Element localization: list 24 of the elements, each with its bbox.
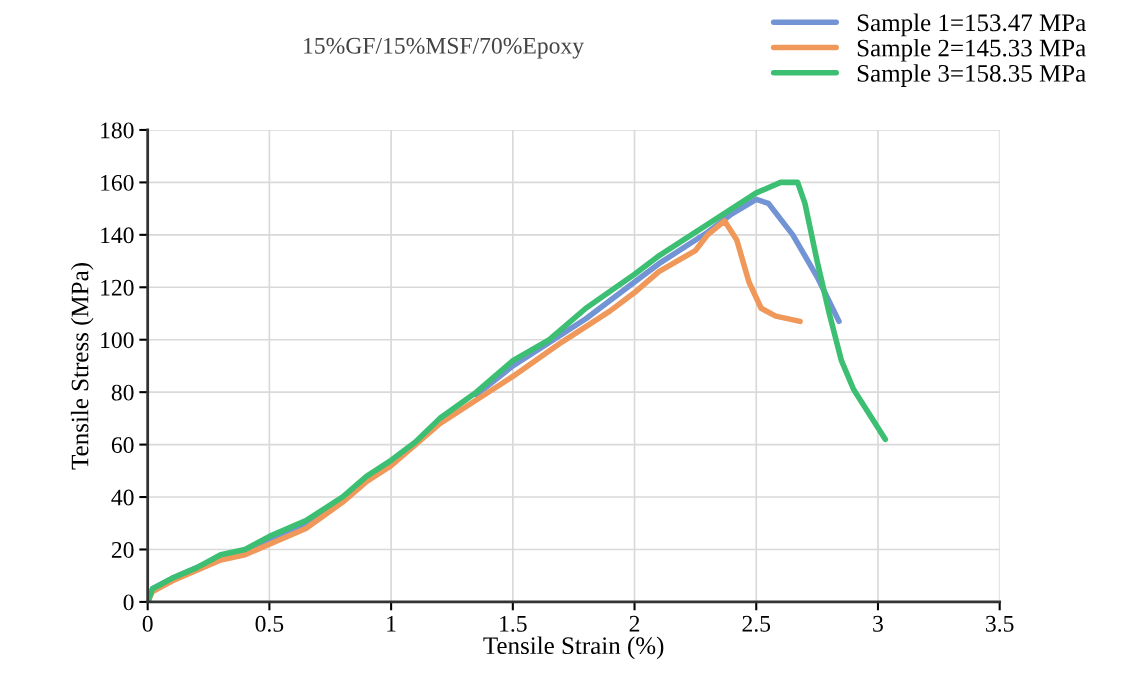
y-tick-label: 160 [101,174,134,191]
x-tick-label: 0 [142,615,153,632]
x-tick-label: 1 [387,615,396,632]
x-tick-label: 2 [629,615,640,632]
y-tick-label: 0 [123,594,134,611]
legend-label: Sample 2=145.33 MPa [857,38,1086,62]
x-tick-label: 3.5 [986,615,1014,632]
y-tick-label: 100 [101,332,134,349]
y-tick-label: 180 [101,122,134,139]
x-tick-label: 2.5 [742,615,771,632]
y-tick-label: 120 [101,279,134,296]
y-tick-label: 40 [111,489,134,506]
legend-label: Sample 3=158.35 MPa [857,64,1086,87]
y-tick-label: 140 [101,227,134,244]
y-tick-label: 80 [111,384,134,401]
x-tick-label: 0.5 [255,615,284,632]
y-tick-label: 20 [111,541,134,558]
x-tick-label: 3 [873,615,883,632]
y-axis-title: Tensile Stress (MPa) [70,263,94,470]
legend-label: Sample 1=153.47 MPa [857,13,1086,37]
x-tick-label: 1.5 [500,615,527,632]
chart-title: 15%GF/15%MSF/70%Epoxy [304,37,584,59]
y-tick-label: 60 [111,437,134,454]
x-axis-title: Tensile Strain (%) [483,636,664,660]
